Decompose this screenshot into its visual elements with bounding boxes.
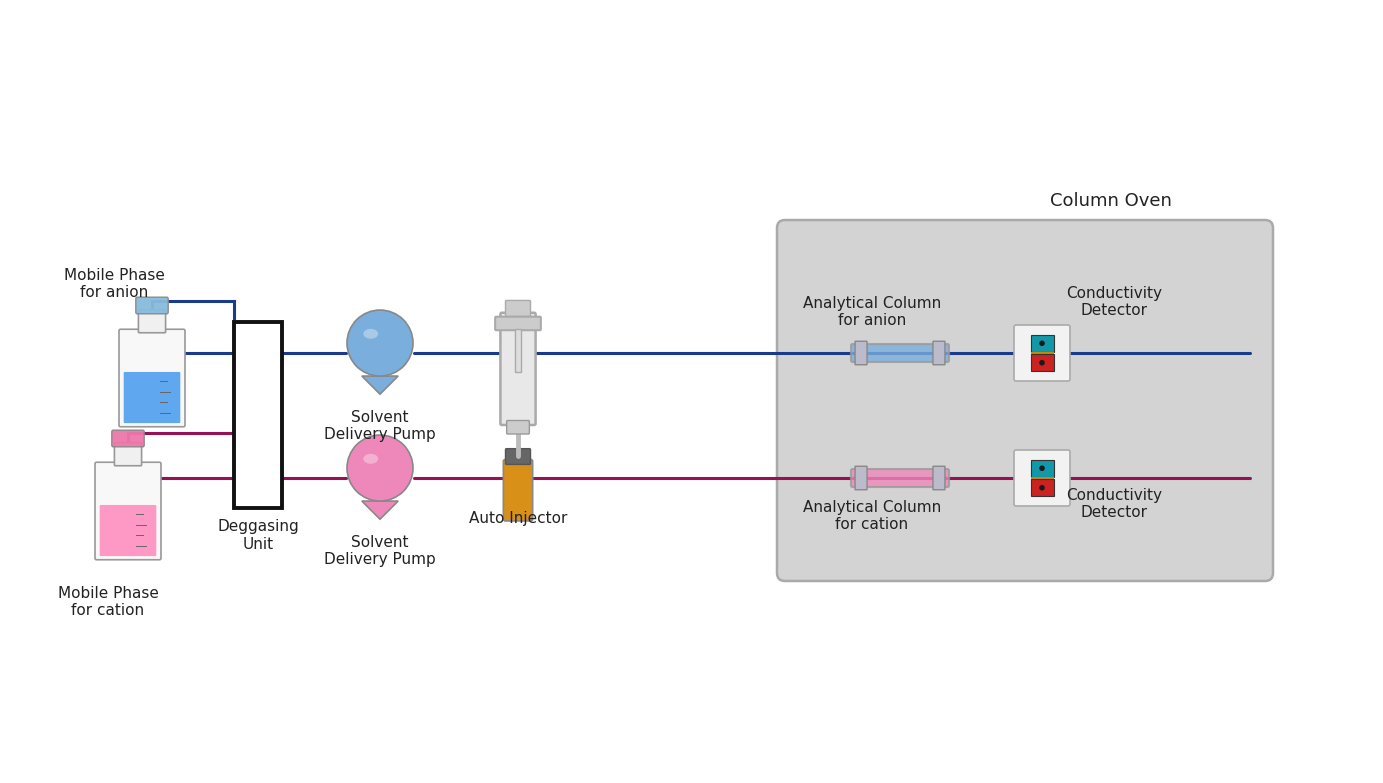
- FancyBboxPatch shape: [100, 505, 156, 556]
- FancyBboxPatch shape: [115, 442, 141, 466]
- FancyBboxPatch shape: [138, 310, 166, 333]
- FancyBboxPatch shape: [95, 462, 160, 560]
- FancyBboxPatch shape: [501, 312, 535, 425]
- FancyBboxPatch shape: [506, 449, 531, 464]
- Bar: [1030, 335, 1054, 352]
- FancyBboxPatch shape: [112, 430, 144, 447]
- Text: Solvent
Delivery Pump: Solvent Delivery Pump: [324, 410, 436, 442]
- Text: Deggasing
Unit: Deggasing Unit: [217, 519, 299, 552]
- FancyBboxPatch shape: [123, 372, 180, 423]
- FancyBboxPatch shape: [1014, 325, 1070, 381]
- Text: Mobile Phase
for cation: Mobile Phase for cation: [58, 586, 159, 619]
- FancyBboxPatch shape: [851, 344, 949, 362]
- Circle shape: [1039, 465, 1044, 471]
- Text: Auto Injector: Auto Injector: [469, 511, 567, 525]
- FancyBboxPatch shape: [503, 460, 532, 521]
- FancyBboxPatch shape: [851, 469, 949, 487]
- Polygon shape: [362, 376, 398, 394]
- Text: Conductivity
Detector: Conductivity Detector: [1066, 286, 1162, 318]
- Circle shape: [1039, 360, 1044, 366]
- Bar: [234, 323, 282, 507]
- FancyBboxPatch shape: [136, 298, 169, 314]
- FancyBboxPatch shape: [506, 301, 531, 316]
- FancyBboxPatch shape: [119, 329, 185, 427]
- FancyBboxPatch shape: [506, 420, 530, 434]
- FancyBboxPatch shape: [934, 341, 945, 365]
- Text: Column Oven: Column Oven: [1051, 192, 1173, 210]
- FancyBboxPatch shape: [855, 466, 867, 489]
- FancyBboxPatch shape: [855, 341, 867, 365]
- Text: Mobile Phase
for anion: Mobile Phase for anion: [64, 268, 165, 300]
- FancyBboxPatch shape: [1014, 450, 1070, 506]
- Bar: [1030, 477, 1054, 482]
- Circle shape: [1039, 485, 1044, 491]
- Polygon shape: [362, 501, 398, 519]
- Bar: [1030, 352, 1054, 357]
- FancyBboxPatch shape: [777, 220, 1272, 581]
- Bar: [514, 329, 521, 372]
- Bar: [1030, 354, 1054, 371]
- Ellipse shape: [364, 454, 378, 464]
- Bar: [1030, 460, 1054, 477]
- Text: Analytical Column
for anion: Analytical Column for anion: [804, 296, 940, 328]
- Text: Solvent
Delivery Pump: Solvent Delivery Pump: [324, 535, 436, 568]
- Text: Conductivity
Detector: Conductivity Detector: [1066, 488, 1162, 521]
- Circle shape: [347, 310, 414, 376]
- Circle shape: [347, 435, 414, 501]
- Ellipse shape: [364, 329, 378, 339]
- FancyBboxPatch shape: [934, 466, 945, 489]
- Bar: [1030, 479, 1054, 496]
- Circle shape: [1039, 341, 1044, 346]
- FancyBboxPatch shape: [495, 316, 541, 330]
- Text: Analytical Column
for cation: Analytical Column for cation: [804, 500, 940, 532]
